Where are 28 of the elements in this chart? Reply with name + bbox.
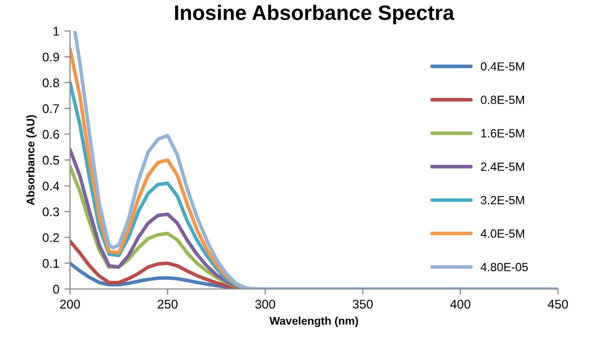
legend-label: 3.2E-5M xyxy=(480,196,524,204)
legend-label: 0.8E-5M xyxy=(480,96,524,104)
legend-label: 0.4E-5M xyxy=(480,62,524,71)
x-tick-label: 250 xyxy=(158,300,178,309)
x-tick-label: 450 xyxy=(548,300,568,309)
legend-label: 2.4E-5M xyxy=(480,162,524,171)
x-tick-label: 200 xyxy=(60,300,80,309)
y-tick-label: 1 xyxy=(54,26,59,36)
y-tick-label: 0.4 xyxy=(42,182,60,190)
y-tick-label: 0.2 xyxy=(42,233,59,242)
legend-label: 4.80E-05 xyxy=(480,262,528,272)
x-tick-label: 350 xyxy=(352,300,373,309)
legend-label: 4.0E-5M xyxy=(480,229,524,238)
y-tick-label: 0.3 xyxy=(42,207,60,216)
chart-title: Inosine Absorbance Spectra xyxy=(175,4,454,24)
y-tick-label: 0.7 xyxy=(42,104,59,114)
x-tick-label: 300 xyxy=(255,300,276,309)
y-tick-label: 0.1 xyxy=(42,259,59,268)
x-tick-label: 400 xyxy=(450,300,470,309)
legend-label: 1.6E-5M xyxy=(481,129,524,138)
y-tick-label: 0.5 xyxy=(42,156,60,165)
y-tick-label: 0 xyxy=(53,284,60,294)
y-tick-label: 0.8 xyxy=(42,78,60,88)
line-series xyxy=(73,31,558,289)
y-axis-title: Absorbance (AU) xyxy=(26,115,37,206)
y-tick-label: 0.9 xyxy=(42,52,59,62)
x-axis-title: Wavelength (nm) xyxy=(269,316,358,328)
y-tick-label: 0.6 xyxy=(42,130,60,139)
